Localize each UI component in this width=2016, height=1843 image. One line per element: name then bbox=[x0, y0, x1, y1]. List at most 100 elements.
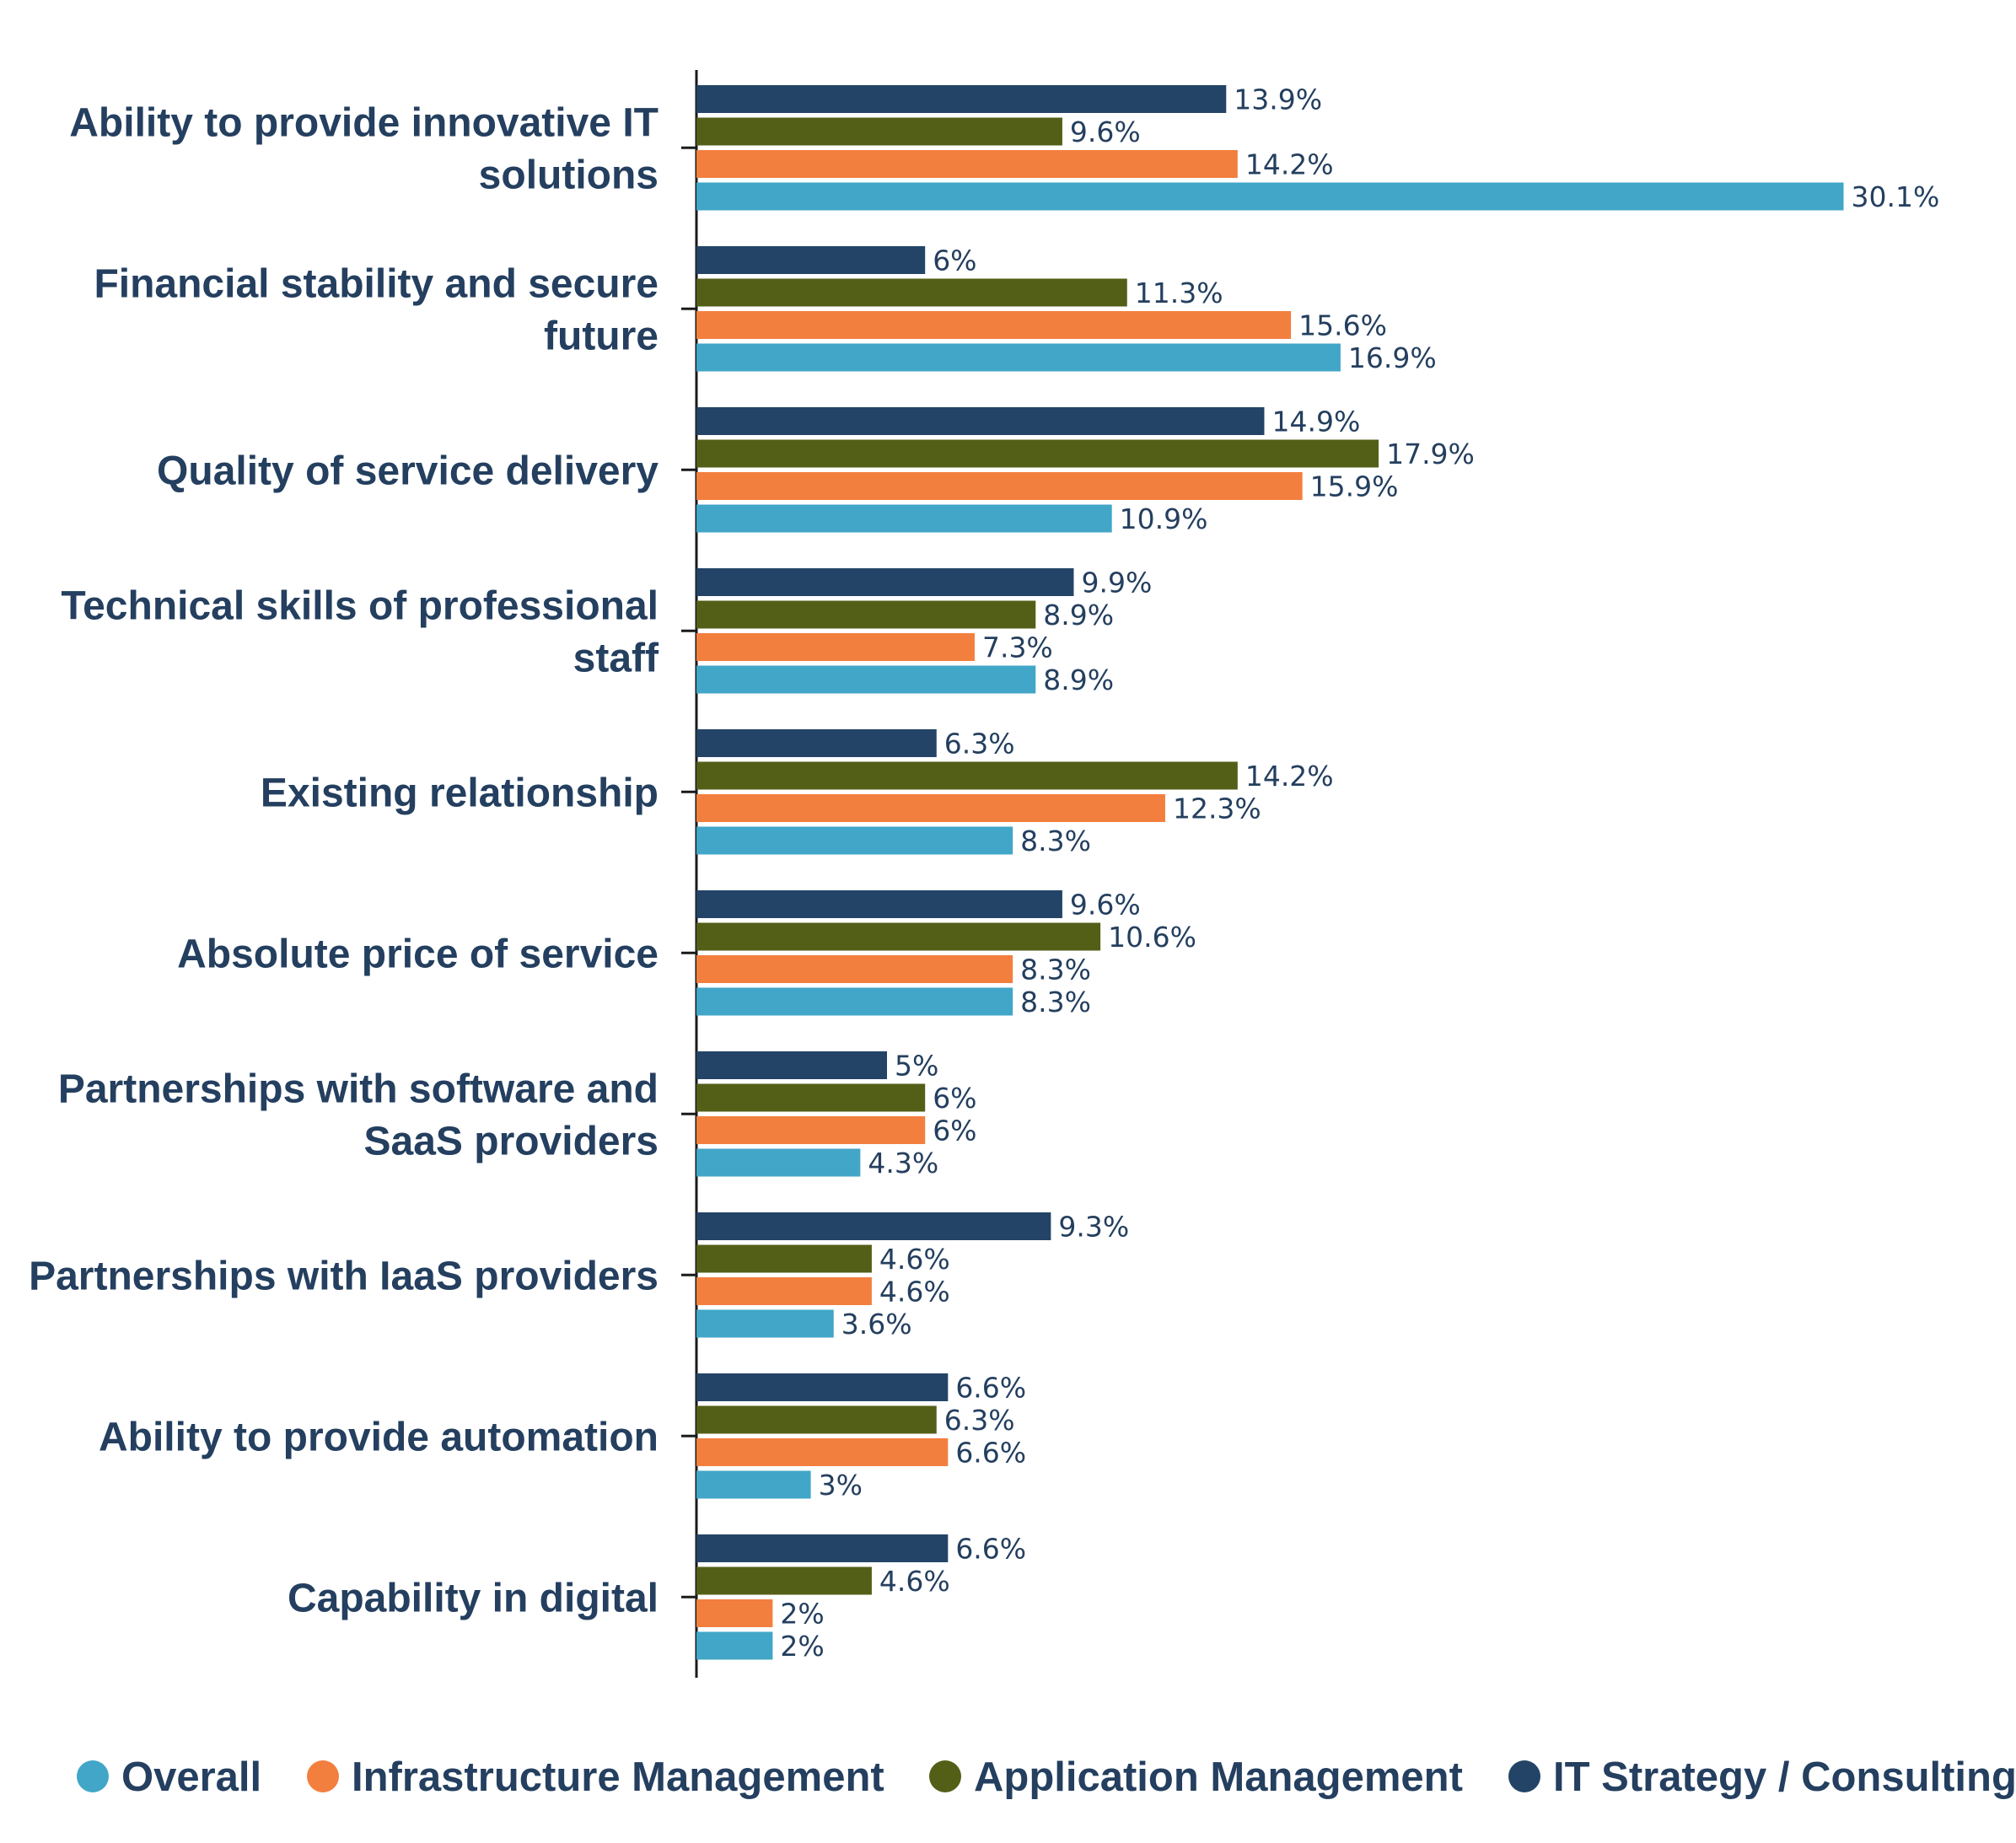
data-label: 2% bbox=[780, 1630, 824, 1663]
legend-label-infrastructure-management: Infrastructure Management bbox=[352, 1754, 884, 1800]
category-label-line: Technical skills of professional bbox=[61, 583, 659, 628]
data-label: 9.6% bbox=[1070, 889, 1141, 922]
legend-marker-infrastructure-management bbox=[307, 1760, 339, 1792]
data-label: 13.9% bbox=[1234, 83, 1322, 116]
bar-it-strategy-consulting bbox=[696, 85, 1227, 113]
bar-it-strategy-consulting bbox=[696, 729, 937, 757]
bar-infrastructure-management bbox=[696, 794, 1165, 822]
bar-it-strategy-consulting bbox=[696, 568, 1074, 596]
bar-it-strategy-consulting bbox=[696, 246, 926, 274]
data-label: 8.3% bbox=[1020, 825, 1091, 857]
data-label: 10.6% bbox=[1108, 921, 1196, 954]
bar-application-management bbox=[696, 761, 1238, 790]
data-label: 6.6% bbox=[955, 1372, 1026, 1405]
data-label: 14.2% bbox=[1245, 148, 1334, 181]
data-label: 4.3% bbox=[868, 1147, 938, 1179]
bar-application-management bbox=[696, 439, 1379, 468]
data-label: 2% bbox=[780, 1598, 824, 1631]
bar-infrastructure-management bbox=[696, 150, 1238, 178]
category-label: Partnerships with software and SaaS provi… bbox=[58, 1067, 659, 1163]
bar-overall bbox=[696, 826, 1013, 855]
category-label-line: Quality of service delivery bbox=[157, 449, 659, 493]
data-label: 11.3% bbox=[1135, 277, 1223, 309]
bar-infrastructure-management bbox=[696, 472, 1303, 500]
bar-it-strategy-consulting bbox=[696, 1534, 949, 1562]
bar-application-management bbox=[696, 1405, 937, 1434]
labels-layer: Ability to provide innovative IT solution… bbox=[29, 83, 1939, 1663]
bar-infrastructure-management bbox=[696, 1599, 773, 1627]
legend-label-overall: Overall bbox=[121, 1754, 261, 1800]
data-label: 4.6% bbox=[879, 1243, 950, 1276]
bar-infrastructure-management bbox=[696, 633, 975, 661]
bar-infrastructure-management bbox=[696, 1438, 949, 1466]
data-label: 10.9% bbox=[1120, 502, 1208, 535]
bar-it-strategy-consulting bbox=[696, 1051, 887, 1079]
category-label-line: Financial stability and secure bbox=[94, 261, 659, 306]
data-label: 6.3% bbox=[944, 1404, 1015, 1437]
legend-label-it-strategy-consulting: IT Strategy / Consulting bbox=[1553, 1754, 2016, 1800]
bar-overall bbox=[696, 343, 1341, 372]
bar-application-management bbox=[696, 1244, 872, 1273]
legend-marker-application-management bbox=[929, 1760, 961, 1792]
category-label-line: Capability in digital bbox=[288, 1576, 659, 1620]
data-label: 14.9% bbox=[1271, 406, 1360, 438]
bar-infrastructure-management bbox=[696, 1116, 926, 1144]
bar-overall bbox=[696, 987, 1013, 1016]
data-label: 6% bbox=[933, 1115, 976, 1147]
category-label-line: future bbox=[544, 314, 659, 358]
category-label-line: Ability to provide automation bbox=[99, 1415, 659, 1459]
data-label: 15.6% bbox=[1298, 309, 1387, 342]
category-label-line: Absolute price of service bbox=[177, 932, 659, 976]
category-label: Quality of service delivery bbox=[157, 449, 659, 493]
data-label: 16.9% bbox=[1348, 341, 1437, 374]
bar-overall bbox=[696, 1309, 834, 1338]
legend-marker-overall bbox=[77, 1760, 109, 1792]
data-label: 6.6% bbox=[955, 1533, 1026, 1566]
data-label: 6.6% bbox=[955, 1437, 1026, 1470]
bar-overall bbox=[696, 1631, 773, 1660]
data-label: 14.2% bbox=[1245, 760, 1334, 793]
category-label: Capability in digital bbox=[288, 1576, 659, 1620]
bar-overall bbox=[696, 504, 1112, 533]
data-label: 9.9% bbox=[1081, 567, 1152, 599]
bar-application-management bbox=[696, 922, 1101, 951]
data-label: 8.9% bbox=[1043, 664, 1114, 696]
bars-layer bbox=[696, 85, 1844, 1660]
legend-label-application-management: Application Management bbox=[974, 1754, 1463, 1800]
category-label-line: SaaS providers bbox=[364, 1119, 659, 1163]
category-label-line: solutions bbox=[479, 153, 659, 197]
bar-application-management bbox=[696, 278, 1127, 307]
bar-overall bbox=[696, 182, 1844, 211]
category-label-line: staff bbox=[573, 636, 659, 680]
data-label: 7.3% bbox=[982, 631, 1053, 664]
data-label: 6% bbox=[933, 1082, 976, 1115]
category-label: Partnerships with IaaS providers bbox=[29, 1254, 659, 1298]
bar-it-strategy-consulting bbox=[696, 890, 1062, 918]
data-label: 4.6% bbox=[879, 1565, 950, 1598]
category-label-line: Partnerships with software and bbox=[58, 1067, 659, 1111]
category-label: Absolute price of service bbox=[177, 932, 659, 976]
bar-overall bbox=[696, 1148, 861, 1177]
data-label: 3.6% bbox=[841, 1308, 912, 1341]
bar-application-management bbox=[696, 1083, 926, 1112]
bar-infrastructure-management bbox=[696, 955, 1013, 983]
data-label: 8.9% bbox=[1043, 599, 1114, 631]
bar-infrastructure-management bbox=[696, 1277, 872, 1305]
data-label: 4.6% bbox=[879, 1276, 950, 1308]
data-label: 17.9% bbox=[1386, 438, 1475, 470]
bar-it-strategy-consulting bbox=[696, 1212, 1051, 1240]
category-label: Financial stability and secure future bbox=[94, 261, 659, 358]
category-label-line: Existing relationship bbox=[261, 771, 659, 815]
data-label: 6.3% bbox=[944, 728, 1015, 760]
data-label: 9.6% bbox=[1070, 116, 1141, 148]
axis-layer bbox=[681, 70, 698, 1678]
bar-it-strategy-consulting bbox=[696, 1373, 949, 1401]
bar-application-management bbox=[696, 600, 1036, 629]
bar-application-management bbox=[696, 117, 1062, 146]
category-label: Existing relationship bbox=[261, 771, 659, 815]
data-label: 9.3% bbox=[1058, 1211, 1129, 1244]
bar-overall bbox=[696, 665, 1036, 694]
bar-infrastructure-management bbox=[696, 311, 1292, 339]
data-label: 3% bbox=[819, 1469, 863, 1502]
category-label-line: Ability to provide innovative IT bbox=[69, 100, 659, 145]
